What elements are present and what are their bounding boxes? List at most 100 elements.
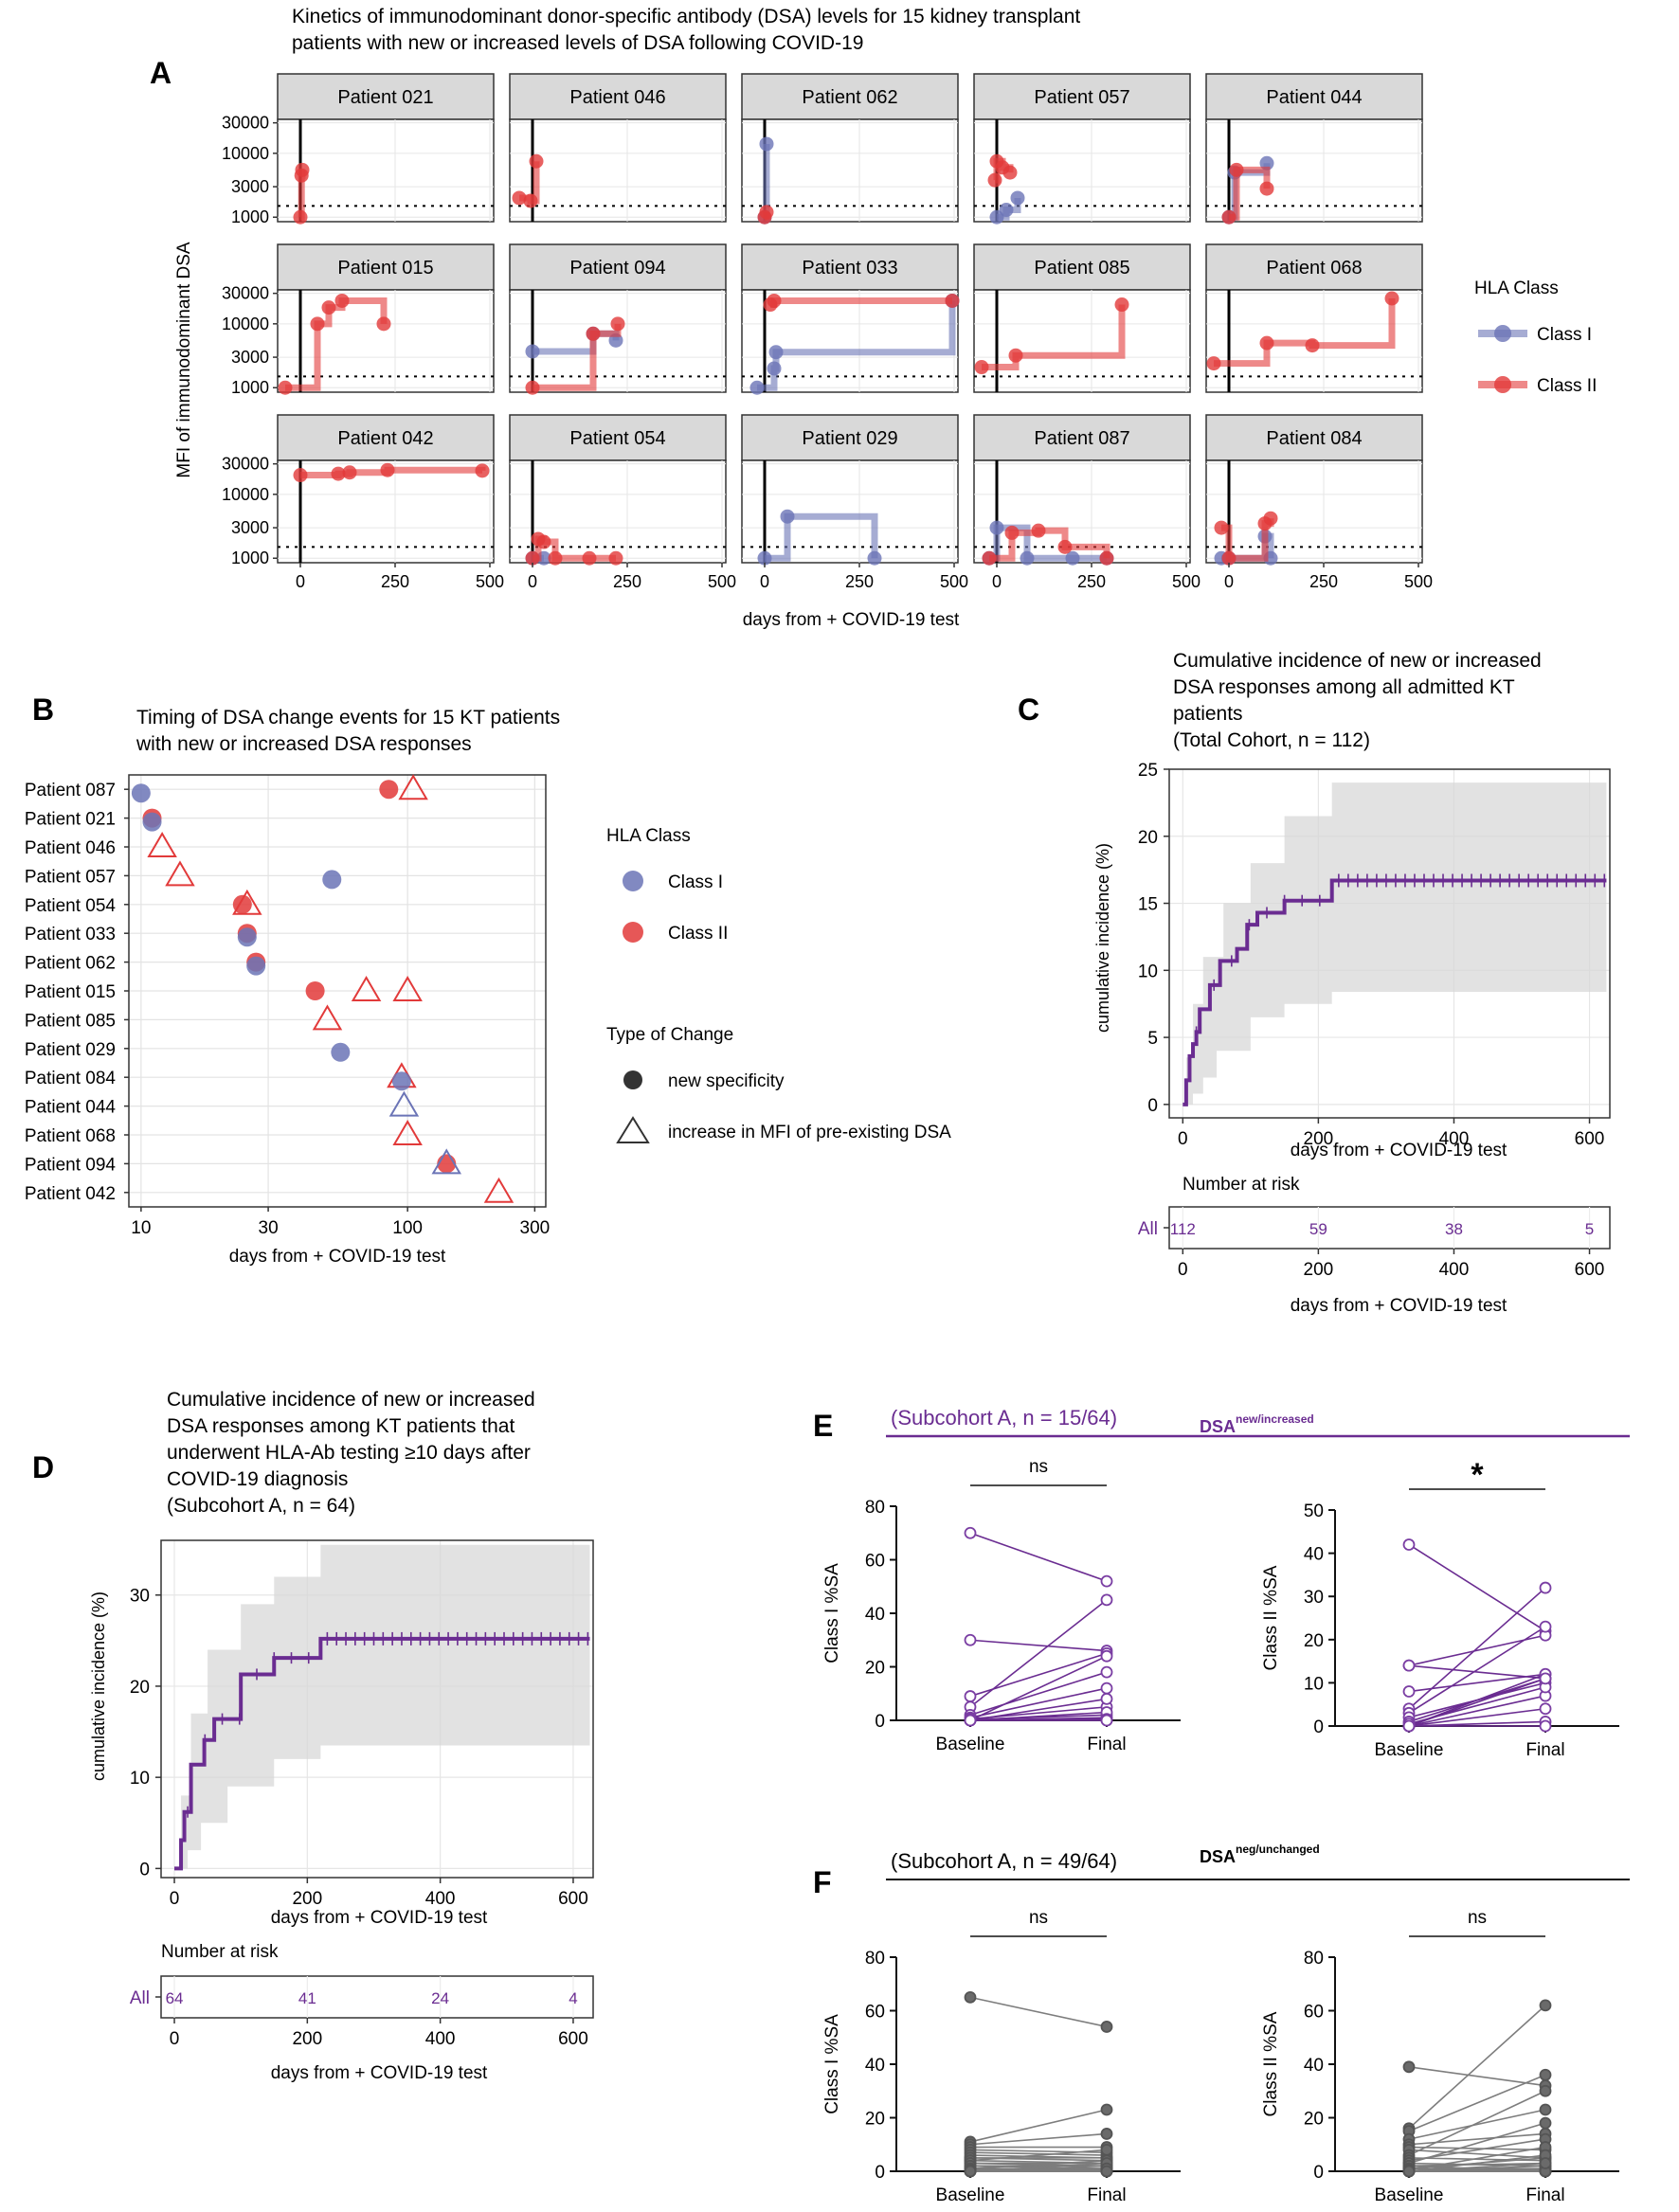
panel-a-ylabel: MFI of immunodominant DSA (174, 242, 194, 478)
panel-b-legend-class1-marker (623, 871, 643, 891)
event-new-specificity (391, 1071, 411, 1091)
data-point (1259, 335, 1274, 351)
data-point (548, 550, 563, 566)
panel-b-legend: HLA Class Class I Class II Type of Chang… (606, 826, 951, 1143)
data-point (1008, 348, 1023, 363)
data-point (380, 462, 395, 477)
data-point (982, 550, 997, 566)
facet-panel (1205, 459, 1423, 564)
panel-b-legend-increase: increase in MFI of pre-existing DSA (668, 1123, 951, 1142)
final-point (1539, 2068, 1552, 2081)
incidence-curve (1183, 878, 1607, 1106)
data-point (293, 209, 308, 225)
final-point (1100, 1714, 1113, 1727)
pair-line (969, 1711, 1108, 1721)
pair-line (1408, 1626, 1546, 1714)
final-point (1100, 2128, 1113, 2140)
data-point (1004, 525, 1020, 540)
final-point (1100, 2021, 1113, 2033)
y-tick-label: 30 (130, 1587, 150, 1607)
panel-d-risk-table: All 64 41 24 4 0 200 400 600 (130, 1975, 594, 2049)
panel-a-legend-class2: Class II (1537, 376, 1597, 396)
data-point (523, 193, 538, 208)
pair-line (969, 1655, 1108, 1721)
pair-line (969, 1671, 1108, 1717)
pair-line (1408, 2154, 1546, 2172)
event-increase-mfi (388, 1090, 420, 1117)
facet-panel (509, 118, 727, 223)
x-tick-label: 250 (381, 572, 409, 591)
panel-e-header: (Subcohort A, n = 15/64) (891, 1406, 1117, 1430)
event-new-specificity (322, 870, 342, 890)
facet-patient-044: Patient 044 (1205, 73, 1423, 225)
plot-border (1168, 768, 1611, 1119)
data-point (1263, 511, 1278, 526)
risk-x-tick-label: 200 (292, 2029, 322, 2049)
panel-d-ylabel: cumulative incidence (%) (89, 1592, 108, 1781)
final-point (1100, 2143, 1113, 2156)
risk-x-tick-label: 400 (425, 2029, 456, 2049)
data-point (1206, 356, 1221, 371)
panel-b-legend-new-marker (623, 1070, 642, 1089)
risk-x-tick-label: 400 (1439, 1260, 1470, 1280)
x-tick-label: Final (1087, 2185, 1126, 2205)
x-tick-label: Final (1087, 1735, 1126, 1754)
data-point (610, 316, 625, 332)
x-tick-label: Final (1526, 1740, 1564, 1760)
panel-c-ylabel: cumulative incidence (%) (1093, 843, 1112, 1033)
data-point (1305, 338, 1320, 353)
panel-e-dsa-sup: new/increased (1236, 1412, 1314, 1426)
data-point (525, 380, 540, 395)
facet-strip-label: Patient 029 (802, 428, 897, 449)
panel-label-c: C (1018, 692, 1039, 727)
data-point (974, 360, 989, 375)
data-point (767, 361, 782, 376)
data-point (1065, 550, 1080, 566)
data-point (1384, 291, 1399, 306)
panel-a-legend-title: HLA Class (1474, 279, 1559, 298)
panel-d-xlabel: days from + COVID-19 test (271, 1908, 488, 1928)
panel-c-title-4: (Total Cohort, n = 112) (1173, 729, 1370, 751)
pair-line (969, 2149, 1108, 2162)
y-tick-label: 10000 (222, 144, 269, 163)
data-point (608, 550, 623, 566)
facet-strip-label: Patient 057 (1034, 87, 1129, 108)
y-tick-label: 1000 (231, 378, 269, 397)
y-tick-label: 40 (1304, 1545, 1324, 1565)
paired-subplot-class1: Class I %SA 0 20 40 60 80 Baseline Final ns (822, 1457, 1181, 1754)
incidence-curve (174, 1636, 590, 1871)
facet-strip-label: Patient 054 (569, 428, 665, 449)
y-tick-label: 10000 (222, 315, 269, 333)
data-point (1099, 550, 1114, 566)
final-point (1100, 2103, 1113, 2116)
data-point (293, 468, 308, 483)
pair-line (1408, 2074, 1546, 2132)
facet-strip (509, 73, 727, 120)
data-point (376, 316, 391, 332)
plot-border (128, 774, 547, 1208)
data-point (1221, 550, 1237, 566)
data-point (1057, 539, 1073, 554)
x-tick-label: 0 (170, 1889, 180, 1909)
final-point (1100, 1649, 1113, 1663)
y-tick-label: 3000 (231, 348, 269, 367)
facet-panel (741, 459, 959, 564)
data-point (1214, 520, 1229, 535)
y-tick-label: 25 (1138, 761, 1158, 781)
final-point (1100, 1665, 1113, 1679)
x-tick-label: Final (1526, 2185, 1564, 2205)
x-tick-label: 600 (1575, 1129, 1605, 1149)
panel-b-legend-title: HLA Class (606, 826, 691, 846)
data-point (321, 300, 336, 315)
panel-d-title-3: underwent HLA-Ab testing ≥10 days after (167, 1442, 531, 1464)
facet-strip (973, 73, 1191, 120)
series-step-line (770, 297, 952, 309)
significance-label: ns (1029, 1457, 1048, 1477)
data-point (759, 136, 774, 152)
risk-x-tick-label: 600 (558, 2029, 588, 2049)
data-point (1229, 162, 1244, 177)
pair-line (1408, 2005, 1546, 2130)
plot-border (160, 1539, 594, 1879)
pair-line (1408, 2090, 1546, 2156)
x-tick-label: 500 (1172, 572, 1201, 591)
